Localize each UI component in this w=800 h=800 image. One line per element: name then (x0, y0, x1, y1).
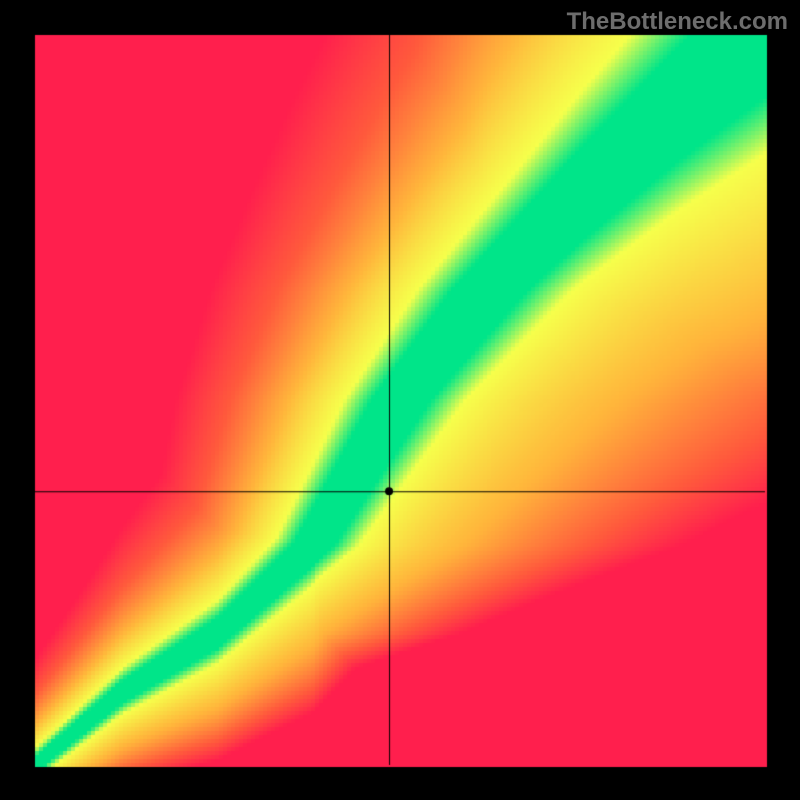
bottleneck-heatmap (0, 0, 800, 800)
watermark-text: TheBottleneck.com (567, 8, 788, 36)
